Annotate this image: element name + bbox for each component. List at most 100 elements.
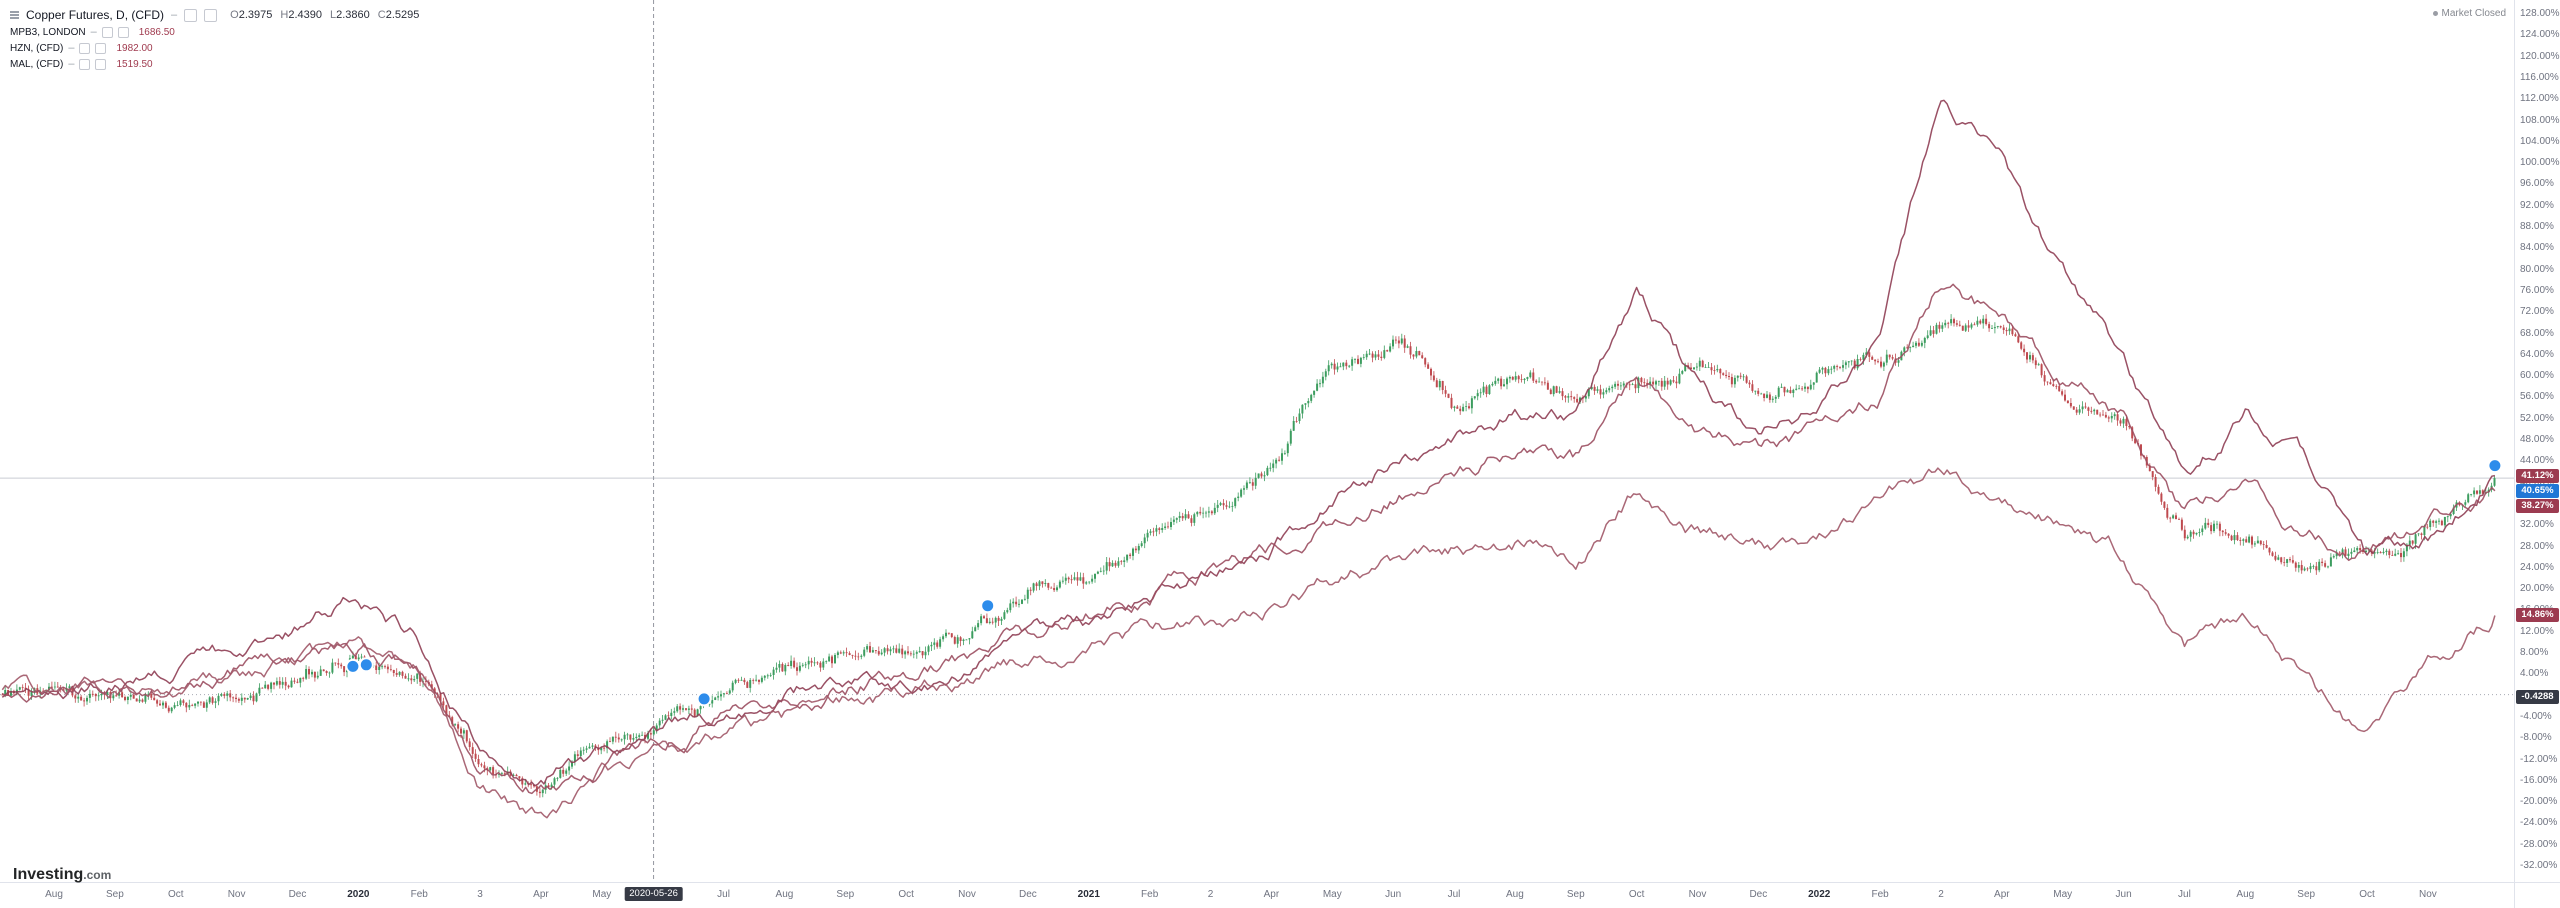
time-axis-label: Aug <box>1505 889 1524 900</box>
comparison-line <box>1 467 2496 819</box>
price-axis-badge: 41.12% <box>2516 468 2559 483</box>
time-axis-year-label: 2022 <box>1808 889 1831 900</box>
price-tick-label: -28.00% <box>2520 838 2558 850</box>
market-status-label: Market Closed <box>2441 8 2506 19</box>
time-axis-label: 2 <box>1207 889 1214 900</box>
chart-legend: Copper Futures, D, (CFD) – O2.3975 H2.43… <box>10 6 419 72</box>
high-value: H2.4390 <box>280 9 322 21</box>
time-axis-label: Aug <box>775 889 794 900</box>
price-tick-label: 32.00% <box>2520 519 2554 531</box>
symbol-settings-button[interactable] <box>95 58 107 70</box>
toggle-visibility-button[interactable] <box>79 42 91 54</box>
chart-plot-area[interactable] <box>0 0 2514 882</box>
comparison-symbol[interactable]: MPB3, LONDON <box>10 26 86 38</box>
price-tick-label: 76.00% <box>2520 284 2554 296</box>
price-tick-label: 104.00% <box>2520 135 2560 147</box>
price-tick-label: -16.00% <box>2520 774 2558 786</box>
comparison-symbol[interactable]: MAL, (CFD) <box>10 58 64 70</box>
price-tick-label: 108.00% <box>2520 114 2560 126</box>
time-axis[interactable]: Aug Sep Oct Nov Dec 2020 Feb 3 Apr May Jul Aug Sep Oc… <box>0 882 2514 908</box>
price-tick-label: -12.00% <box>2520 753 2558 765</box>
price-axis-badge: 14.86% <box>2516 608 2559 623</box>
symbol-menu-icon[interactable] <box>10 11 19 19</box>
time-axis-label: 2 <box>1938 889 1944 900</box>
comparison-row[interactable]: HZN, (CFD) – 1982.00 <box>10 40 419 56</box>
price-tick-label: -20.00% <box>2520 796 2558 808</box>
investing-logo[interactable]: Investing.com <box>13 866 111 884</box>
symbol-settings-button[interactable] <box>117 26 129 38</box>
time-axis-label: Feb <box>410 889 428 900</box>
toggle-visibility-button[interactable] <box>79 58 91 70</box>
time-axis-year-label: 2021 <box>1077 889 1100 900</box>
time-axis-label: May <box>1322 889 1342 900</box>
comparison-row[interactable]: MPB3, LONDON – 1686.50 <box>10 24 419 40</box>
time-axis-label: Dec <box>1749 889 1768 900</box>
market-closed-dot-icon <box>2432 11 2438 16</box>
symbol-settings-button[interactable] <box>204 8 218 22</box>
comparison-value: 1982.00 <box>116 42 153 54</box>
market-status: Market Closed <box>2432 8 2506 19</box>
time-axis-label: Oct <box>2359 889 2375 900</box>
open-value: O2.3975 <box>230 9 273 21</box>
symbol-title[interactable]: Copper Futures, D, (CFD) <box>26 8 165 22</box>
time-axis-label: Apr <box>1263 889 1280 900</box>
price-tick-label: 20.00% <box>2520 583 2554 595</box>
axis-corner <box>2514 882 2560 908</box>
time-axis-label: Jun <box>2115 889 2132 900</box>
comparison-row[interactable]: MAL, (CFD) – 1519.50 <box>10 56 419 72</box>
price-tick-label: 100.00% <box>2520 157 2560 169</box>
price-tick-label: 56.00% <box>2520 391 2554 403</box>
time-axis-label: 3 <box>477 889 483 900</box>
time-axis-label: Jul <box>717 889 730 900</box>
event-marker[interactable] <box>2487 458 2503 474</box>
time-axis-label: Sep <box>1566 889 1585 900</box>
price-tick-label: 112.00% <box>2520 93 2559 105</box>
price-tick-label: -8.00% <box>2520 732 2552 744</box>
price-tick-label: 64.00% <box>2520 348 2554 360</box>
comparison-value: 1686.50 <box>138 26 175 38</box>
time-axis-label: Nov <box>2419 889 2437 900</box>
time-axis-label: Dec <box>1019 889 1037 900</box>
time-axis-label: Nov <box>1688 889 1707 900</box>
price-tick-label: 52.00% <box>2520 412 2554 424</box>
price-axis-badge: 40.65% <box>2516 483 2559 498</box>
time-axis-label: Feb <box>1871 889 1889 900</box>
price-tick-label: 120.00% <box>2520 50 2560 62</box>
time-axis-label: Jul <box>2178 889 2191 900</box>
time-axis-label: Sep <box>836 889 855 900</box>
symbol-settings-button[interactable] <box>95 42 107 54</box>
price-tick-label: 4.00% <box>2520 668 2549 680</box>
event-marker[interactable] <box>980 598 996 614</box>
comparison-symbol[interactable]: HZN, (CFD) <box>10 42 64 54</box>
event-marker[interactable] <box>696 691 712 707</box>
time-axis-label: May <box>2053 889 2073 900</box>
price-axis[interactable]: 128.00% 124.00% 120.00% 116.00% 112.00% 108.0… <box>2514 0 2560 882</box>
time-axis-label: May <box>592 889 612 900</box>
toggle-visibility-button[interactable] <box>101 26 113 38</box>
comparison-value: 1519.50 <box>116 58 153 70</box>
price-axis-badge: -0.4288 <box>2516 689 2559 704</box>
time-axis-label: Apr <box>1994 889 2010 900</box>
event-marker[interactable] <box>345 658 361 674</box>
time-axis-label: Feb <box>1141 889 1159 900</box>
time-axis-label: Aug <box>2236 889 2255 900</box>
ohlc-values: O2.3975 H2.4390 L2.3860 C2.5295 <box>230 9 419 21</box>
price-tick-label: 84.00% <box>2520 242 2554 254</box>
time-axis-label: Jul <box>1447 889 1461 900</box>
time-axis-label: Nov <box>958 889 976 900</box>
price-tick-label: 80.00% <box>2520 263 2554 275</box>
toggle-visibility-button[interactable] <box>184 8 198 22</box>
comparison-line <box>1 99 2496 787</box>
price-tick-label: 72.00% <box>2520 306 2554 318</box>
price-tick-label: -32.00% <box>2520 860 2558 871</box>
price-tick-label: 116.00% <box>2520 71 2559 83</box>
price-tick-label: -24.00% <box>2520 817 2558 829</box>
price-axis-badge: 38.27% <box>2516 498 2559 513</box>
time-axis-label: Oct <box>898 889 914 900</box>
symbol-title-row: Copper Futures, D, (CFD) – O2.3975 H2.43… <box>10 6 419 24</box>
price-tick-label: 28.00% <box>2520 540 2554 552</box>
event-marker[interactable] <box>358 657 374 673</box>
legend-dash-icon: – <box>68 42 75 54</box>
time-axis-label: Jun <box>1385 889 1402 900</box>
price-tick-label: 8.00% <box>2520 647 2549 658</box>
